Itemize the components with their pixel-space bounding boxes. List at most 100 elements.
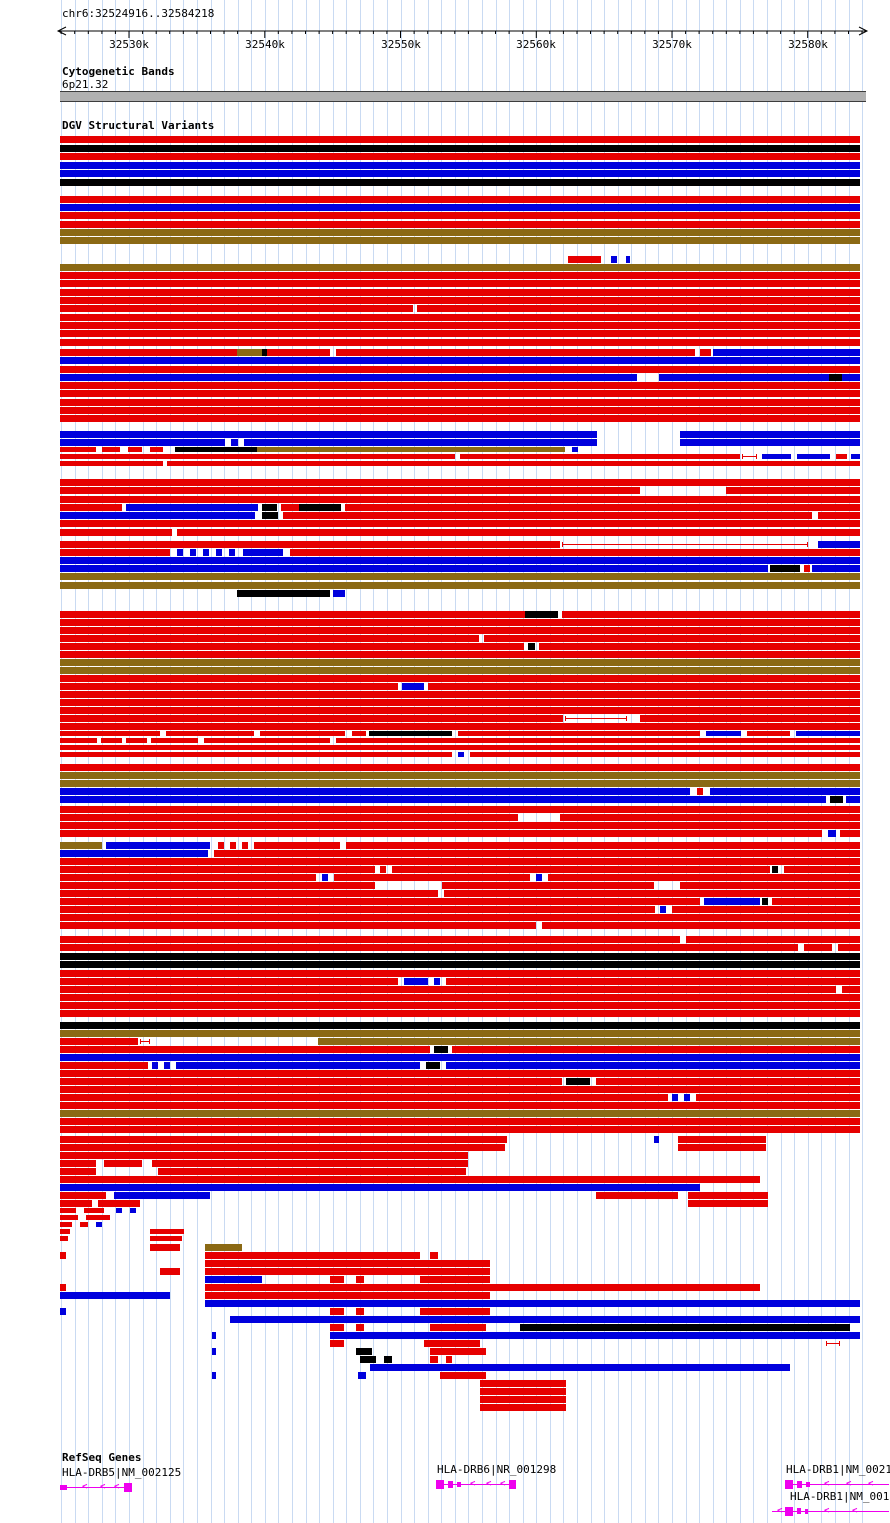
variant-bar[interactable]	[60, 529, 172, 536]
variant-bar[interactable]	[356, 1348, 372, 1355]
variant-bar[interactable]	[548, 874, 860, 881]
variant-bar[interactable]	[102, 447, 120, 452]
variant-bar[interactable]	[60, 179, 860, 186]
variant-bar[interactable]	[158, 1168, 466, 1175]
variant-bar[interactable]	[243, 549, 283, 556]
variant-bar[interactable]	[356, 1308, 364, 1315]
variant-bar[interactable]	[772, 866, 778, 873]
variant-bar[interactable]	[542, 922, 860, 929]
variant-bar[interactable]	[152, 1160, 468, 1167]
gene-exon[interactable]	[457, 1482, 461, 1487]
variant-bar[interactable]	[177, 549, 183, 556]
variant-bar[interactable]	[60, 1038, 138, 1045]
variant-bar[interactable]	[60, 1070, 860, 1077]
variant-bar[interactable]	[797, 454, 830, 459]
variant-bar[interactable]	[528, 643, 535, 650]
variant-bar[interactable]	[212, 1372, 216, 1379]
variant-bar[interactable]	[205, 1292, 490, 1299]
variant-bar[interactable]	[60, 953, 860, 960]
variant-link-line[interactable]	[140, 1041, 150, 1042]
variant-bar[interactable]	[384, 1356, 392, 1363]
variant-bar[interactable]	[84, 1208, 104, 1213]
variant-bar[interactable]	[356, 1276, 364, 1283]
variant-bar[interactable]	[231, 439, 238, 446]
variant-bar[interactable]	[829, 374, 842, 381]
variant-bar[interactable]	[828, 830, 836, 837]
variant-bar[interactable]	[60, 366, 860, 373]
variant-bar[interactable]	[318, 1038, 860, 1045]
variant-bar[interactable]	[60, 1046, 430, 1053]
variant-bar[interactable]	[60, 1144, 505, 1151]
variant-bar[interactable]	[60, 1086, 860, 1093]
variant-bar[interactable]	[60, 643, 524, 650]
variant-bar[interactable]	[60, 1229, 70, 1234]
gene-label[interactable]: HLA-DRB5|NM_002125	[62, 1466, 182, 1479]
variant-bar[interactable]	[484, 635, 860, 642]
variant-bar[interactable]	[60, 1102, 860, 1109]
variant-bar[interactable]	[688, 1200, 768, 1207]
gene-exon[interactable]	[785, 1507, 793, 1516]
variant-bar[interactable]	[60, 814, 518, 821]
variant-bar[interactable]	[60, 944, 798, 951]
variant-bar[interactable]	[747, 731, 790, 736]
variant-bar[interactable]	[60, 431, 597, 438]
variant-bar[interactable]	[356, 1324, 364, 1331]
variant-bar[interactable]	[458, 752, 464, 757]
variant-bar[interactable]	[596, 1192, 678, 1199]
variant-bar[interactable]	[60, 297, 860, 304]
variant-bar[interactable]	[60, 1200, 92, 1207]
variant-bar[interactable]	[444, 890, 860, 897]
variant-bar[interactable]	[804, 944, 832, 951]
variant-bar[interactable]	[560, 814, 860, 821]
variant-bar[interactable]	[60, 289, 860, 296]
variant-link-line[interactable]	[562, 544, 808, 545]
variant-bar[interactable]	[60, 479, 860, 486]
variant-bar[interactable]	[60, 699, 860, 706]
variant-bar[interactable]	[205, 1300, 860, 1307]
variant-bar[interactable]	[60, 496, 860, 503]
gene-exon[interactable]	[60, 1485, 67, 1490]
gene-exon[interactable]	[785, 1480, 793, 1489]
variant-bar[interactable]	[230, 842, 236, 849]
variant-bar[interactable]	[426, 1062, 440, 1069]
variant-bar[interactable]	[60, 237, 860, 244]
variant-bar[interactable]	[60, 659, 860, 666]
variant-bar[interactable]	[203, 549, 209, 556]
variant-bar[interactable]	[60, 349, 237, 356]
variant-bar[interactable]	[446, 1062, 860, 1069]
variant-bar[interactable]	[380, 866, 386, 873]
variant-bar[interactable]	[572, 447, 578, 452]
variant-bar[interactable]	[430, 1348, 486, 1355]
variant-bar[interactable]	[680, 882, 860, 889]
variant-bar[interactable]	[60, 619, 860, 626]
variant-bar[interactable]	[60, 936, 680, 943]
variant-bar[interactable]	[640, 715, 860, 722]
variant-bar[interactable]	[60, 439, 225, 446]
variant-bar[interactable]	[60, 454, 455, 459]
variant-bar[interactable]	[536, 874, 542, 881]
gene-exon[interactable]	[805, 1509, 808, 1514]
variant-bar[interactable]	[60, 898, 700, 905]
variant-bar[interactable]	[244, 439, 597, 446]
variant-bar[interactable]	[281, 504, 299, 511]
variant-bar[interactable]	[150, 1244, 180, 1251]
variant-bar[interactable]	[229, 549, 235, 556]
variant-bar[interactable]	[60, 914, 860, 921]
variant-bar[interactable]	[352, 731, 366, 736]
variant-bar[interactable]	[60, 978, 398, 985]
variant-bar[interactable]	[60, 1208, 76, 1213]
variant-bar[interactable]	[334, 874, 530, 881]
variant-bar[interactable]	[60, 1184, 700, 1191]
variant-bar[interactable]	[60, 796, 826, 803]
variant-bar[interactable]	[60, 145, 860, 152]
variant-bar[interactable]	[60, 906, 655, 913]
variant-bar[interactable]	[60, 136, 860, 143]
variant-bar[interactable]	[330, 1276, 344, 1283]
gene-intron-line[interactable]	[772, 1511, 889, 1512]
variant-bar[interactable]	[101, 738, 122, 743]
variant-bar[interactable]	[430, 1356, 438, 1363]
variant-bar[interactable]	[60, 806, 860, 813]
variant-bar[interactable]	[60, 557, 860, 564]
variant-bar[interactable]	[60, 738, 97, 743]
variant-bar[interactable]	[60, 1110, 860, 1117]
